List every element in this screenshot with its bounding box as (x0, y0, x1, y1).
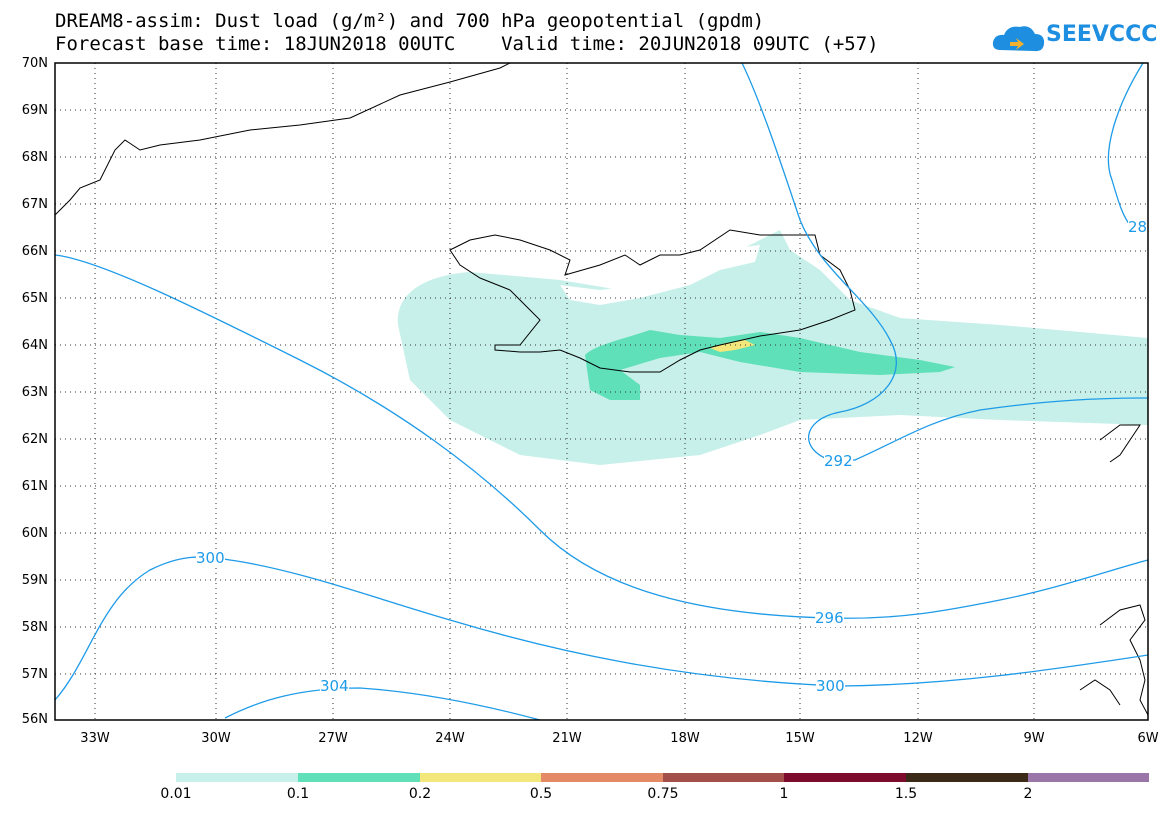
title-line-1: DREAM8-assim: Dust load (g/m²) and 700 h… (55, 10, 765, 32)
lat-label: 61N (21, 479, 48, 494)
colorbar-label: 1.5 (894, 786, 918, 802)
contour-300 (54, 556, 1149, 701)
lat-label: 59N (21, 573, 48, 588)
contour-label-300-b: 300 (816, 677, 845, 695)
lon-label: 15W (785, 731, 815, 746)
lat-label: 70N (21, 56, 48, 71)
coastlines (54, 62, 1149, 716)
lon-label: 27W (318, 731, 348, 746)
contour-label-292: 292 (824, 452, 853, 470)
lat-label: 64N (21, 338, 48, 353)
grid (55, 63, 1148, 720)
dust-gap (560, 245, 760, 305)
lon-label: 33W (80, 731, 110, 746)
dust-area-0.2 (710, 340, 755, 352)
colorbar-label: 0.2 (408, 786, 432, 802)
contours (54, 62, 1149, 721)
scotland-coast (1079, 424, 1149, 716)
lat-label: 66N (21, 244, 48, 259)
lat-label: 62N (21, 432, 48, 447)
lon-label: 6W (1137, 731, 1159, 746)
title-line-2: Forecast base time: 18JUN2018 00UTC Vali… (55, 33, 879, 55)
logo-text: SEEVCCC (1046, 22, 1158, 47)
map-frame (54, 62, 1149, 721)
greenland-coast (54, 62, 511, 216)
lat-label: 63N (21, 385, 48, 400)
lon-label: 24W (435, 731, 465, 746)
colorbar-label: 1 (779, 786, 789, 802)
contour-label-304: 304 (320, 677, 349, 695)
lat-label: 56N (21, 712, 48, 727)
dust-area-0.1 (585, 330, 955, 400)
contour-label-300-a: 300 (196, 549, 225, 567)
contour-28 (1107, 62, 1144, 226)
colorbar-label: 2 (1023, 786, 1033, 802)
contour-label-28: 28 (1128, 218, 1148, 236)
lon-label: 12W (903, 731, 933, 746)
lat-label: 65N (21, 291, 48, 306)
contour-296 (54, 254, 1149, 619)
contour-292 (741, 62, 1149, 461)
colorbar-label: 0.5 (529, 786, 553, 802)
lon-label: 30W (201, 731, 231, 746)
lat-label: 58N (21, 620, 48, 635)
contour-label-296: 296 (815, 609, 844, 627)
lat-label: 57N (21, 667, 48, 682)
lon-label: 18W (670, 731, 700, 746)
lat-label: 69N (21, 103, 48, 118)
lon-label: 21W (552, 731, 582, 746)
colorbar-label: 0.01 (160, 786, 192, 802)
iceland-coast (449, 229, 856, 373)
colorbar-label: 0.1 (286, 786, 310, 802)
lon-label: 9W (1023, 731, 1045, 746)
contour-304 (224, 687, 541, 721)
cloud-logo-icon (992, 26, 1045, 52)
lat-label: 68N (21, 150, 48, 165)
lat-label: 67N (21, 197, 48, 212)
lat-label: 60N (21, 526, 48, 541)
colorbar-label: 0.75 (647, 786, 679, 802)
